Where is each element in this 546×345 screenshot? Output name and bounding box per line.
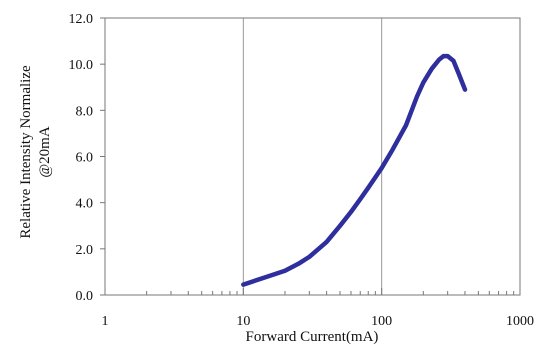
x-tick-label: 1000: [506, 314, 534, 329]
y-tick-label: 4.0: [76, 197, 94, 212]
x-tick-label: 10: [236, 314, 250, 329]
series-line: [241, 53, 468, 287]
y-tick-label: 10.0: [69, 58, 94, 73]
y-tick-label: 6.0: [76, 151, 94, 166]
y-axis-label-line-2: @20mA: [37, 126, 53, 177]
grid: [242, 18, 383, 295]
y-tick-label: 2.0: [76, 243, 94, 258]
x-tick-label: 100: [371, 314, 392, 329]
x-tick-label: 1: [102, 314, 109, 329]
x-axis-label: Forward Current(mA): [246, 329, 379, 345]
series-layer: [241, 53, 468, 287]
y-axis-label-line-1: Relative Intensity Normalize: [18, 65, 34, 239]
y-tick-label: 0.0: [76, 289, 94, 304]
y-tick-label: 8.0: [76, 104, 94, 119]
axis-ticks: 1 10 100 1000 0.0 2.0 4.0 6.0 8.0 10.0 12.0: [69, 12, 535, 329]
y-tick-label: 12.0: [69, 12, 94, 27]
